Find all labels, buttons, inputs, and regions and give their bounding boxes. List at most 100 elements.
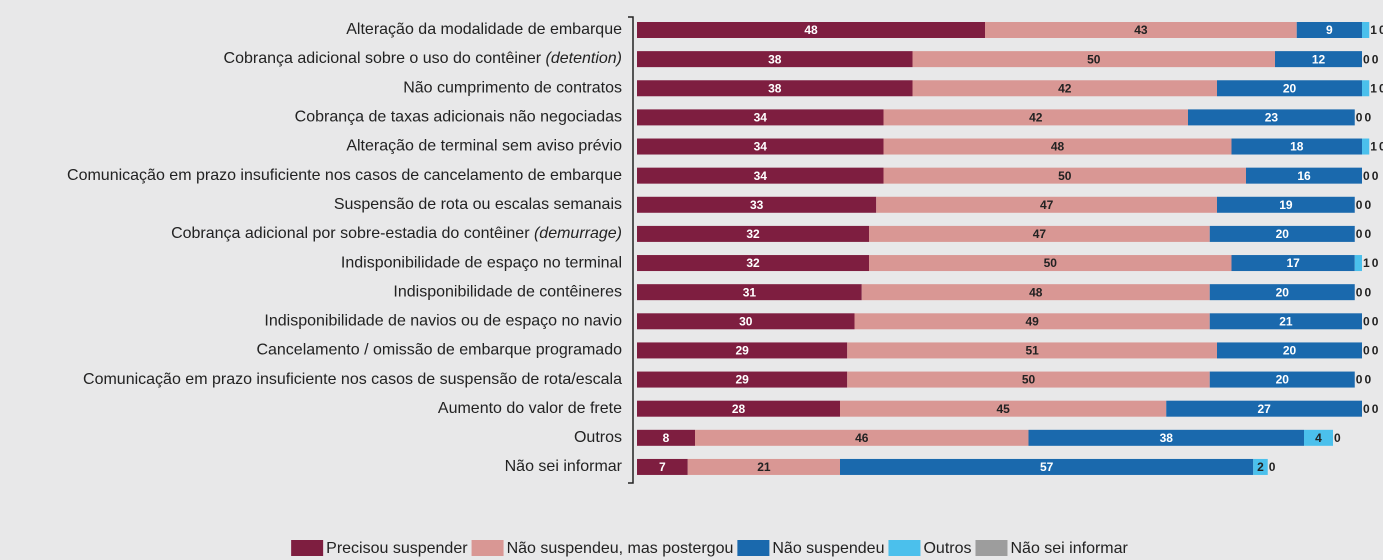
bar-segment — [1028, 429, 1304, 446]
bar-segment — [1275, 51, 1362, 68]
bar-segment — [1209, 225, 1355, 242]
value-label: 1 — [1370, 81, 1377, 95]
category-label: Não cumprimento de contratos — [403, 79, 622, 96]
value-label: 0 — [1356, 111, 1363, 125]
bar-segment — [869, 255, 1232, 272]
value-label: 0 — [1364, 198, 1371, 212]
value-label: 21 — [1279, 314, 1293, 328]
bar-segment — [1362, 80, 1370, 97]
bar-segment — [1188, 109, 1355, 126]
bar-segment — [985, 22, 1297, 38]
value-label: 48 — [804, 23, 818, 37]
value-label: 29 — [735, 373, 749, 387]
category-label: Cancelamento / omissão de embarque progr… — [256, 342, 622, 359]
value-label: 28 — [732, 402, 746, 416]
value-label: 1 — [1370, 140, 1377, 154]
value-label: 0 — [1372, 344, 1379, 358]
value-label: 0 — [1364, 285, 1371, 299]
category-label: Indisponibilidade de contêineres — [393, 283, 622, 300]
category-label: Cobrança de taxas adicionais não negocia… — [295, 109, 622, 126]
category-label: Aumento do valor de frete — [438, 400, 622, 417]
value-label: 49 — [1025, 314, 1039, 328]
value-label: 0 — [1364, 227, 1371, 241]
value-label: 0 — [1269, 460, 1276, 474]
bar-segment — [1231, 255, 1355, 272]
value-label: 34 — [754, 111, 768, 125]
value-label: 30 — [739, 314, 753, 328]
bar-segment — [861, 284, 1210, 301]
bar-segment — [637, 80, 913, 97]
bar-segment — [695, 429, 1029, 446]
value-label: 20 — [1283, 81, 1297, 95]
value-label: 50 — [1044, 256, 1058, 270]
bar-segment — [883, 138, 1232, 155]
bar-segment — [869, 225, 1210, 242]
legend-swatch — [737, 540, 770, 556]
value-label: 33 — [750, 198, 764, 212]
value-label: 0 — [1356, 373, 1363, 387]
value-label: 0 — [1363, 52, 1370, 66]
bar-segment — [637, 371, 848, 388]
bar-segment — [1209, 371, 1355, 388]
value-label: 0 — [1372, 52, 1379, 66]
value-label: 20 — [1276, 227, 1290, 241]
bar-segment — [912, 51, 1275, 68]
bar-segment — [1362, 138, 1370, 155]
value-label: 21 — [757, 460, 771, 474]
category-label: Comunicação em prazo insuficiente nos ca… — [83, 371, 622, 388]
bar-segment — [1166, 400, 1362, 417]
value-label: 0 — [1363, 314, 1370, 328]
bar-segment — [637, 22, 985, 38]
bar-segment — [637, 313, 855, 330]
value-label: 20 — [1283, 344, 1297, 358]
value-label: 9 — [1326, 23, 1333, 37]
bar-segment — [637, 458, 688, 475]
bar-segment — [637, 138, 884, 155]
value-label: 0 — [1356, 285, 1363, 299]
value-label: 23 — [1265, 111, 1279, 125]
value-label: 46 — [855, 431, 869, 445]
value-label: 45 — [996, 402, 1010, 416]
value-label: 0 — [1364, 111, 1371, 125]
bar-segment — [840, 458, 1254, 475]
bar-segment — [687, 458, 840, 475]
legend-label: Não suspendeu — [772, 540, 884, 557]
bar-segment — [637, 167, 884, 184]
bar-segment — [1217, 196, 1355, 213]
value-label: 51 — [1025, 344, 1039, 358]
bar-segment — [637, 51, 913, 68]
value-label: 48 — [1029, 285, 1043, 299]
value-label: 27 — [1257, 402, 1271, 416]
category-label: Cobrança adicional sobre o uso do contêi… — [224, 50, 622, 67]
value-label: 32 — [746, 256, 760, 270]
bar-segment — [1296, 22, 1362, 38]
value-label: 47 — [1040, 198, 1054, 212]
bar-segment — [1362, 22, 1370, 38]
value-label: 50 — [1022, 373, 1036, 387]
value-label: 38 — [768, 52, 782, 66]
legend-label: Não sei informar — [1010, 540, 1128, 557]
value-label: 38 — [768, 81, 782, 95]
value-label: 20 — [1276, 285, 1290, 299]
axis-bracket — [628, 16, 634, 484]
bar-segment — [637, 225, 869, 242]
legend: Precisou suspender Não suspendeu, mas pos… — [291, 540, 1129, 557]
value-label: 1 — [1370, 23, 1377, 37]
bar-segment — [1253, 458, 1268, 475]
value-label: 0 — [1334, 431, 1341, 445]
value-label: 19 — [1279, 198, 1293, 212]
value-label: 12 — [1312, 52, 1326, 66]
category-label: Outros — [574, 429, 622, 446]
bar-segment — [847, 371, 1210, 388]
bar-segment — [1209, 313, 1362, 330]
category-label: Alteração da modalidade de embarque — [346, 21, 622, 38]
bar-segment — [876, 196, 1217, 213]
category-label: Indisponibilidade de navios ou de espaço… — [264, 313, 622, 330]
value-label: 32 — [746, 227, 760, 241]
bar-segment — [637, 196, 877, 213]
bar-segment — [854, 313, 1210, 330]
category-label: Comunicação em prazo insuficiente nos ca… — [67, 167, 622, 184]
bar-segment — [1217, 342, 1362, 359]
bar-segment — [637, 255, 869, 272]
